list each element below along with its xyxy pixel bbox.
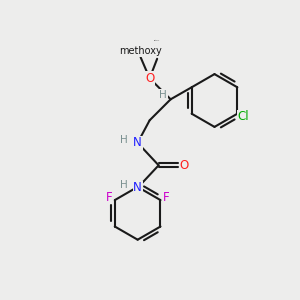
Text: H: H <box>120 135 128 145</box>
Text: H: H <box>159 90 167 100</box>
Text: F: F <box>106 190 112 204</box>
Text: O: O <box>179 159 189 172</box>
Text: H: H <box>120 180 128 190</box>
Text: methoxy: methoxy <box>119 46 162 56</box>
Text: methoxy: methoxy <box>138 50 144 51</box>
Text: N: N <box>133 181 142 194</box>
Text: Cl: Cl <box>238 110 249 123</box>
Text: methoxy: methoxy <box>154 40 160 41</box>
Text: N: N <box>133 136 142 149</box>
Text: O: O <box>145 72 154 85</box>
Text: F: F <box>163 190 170 204</box>
